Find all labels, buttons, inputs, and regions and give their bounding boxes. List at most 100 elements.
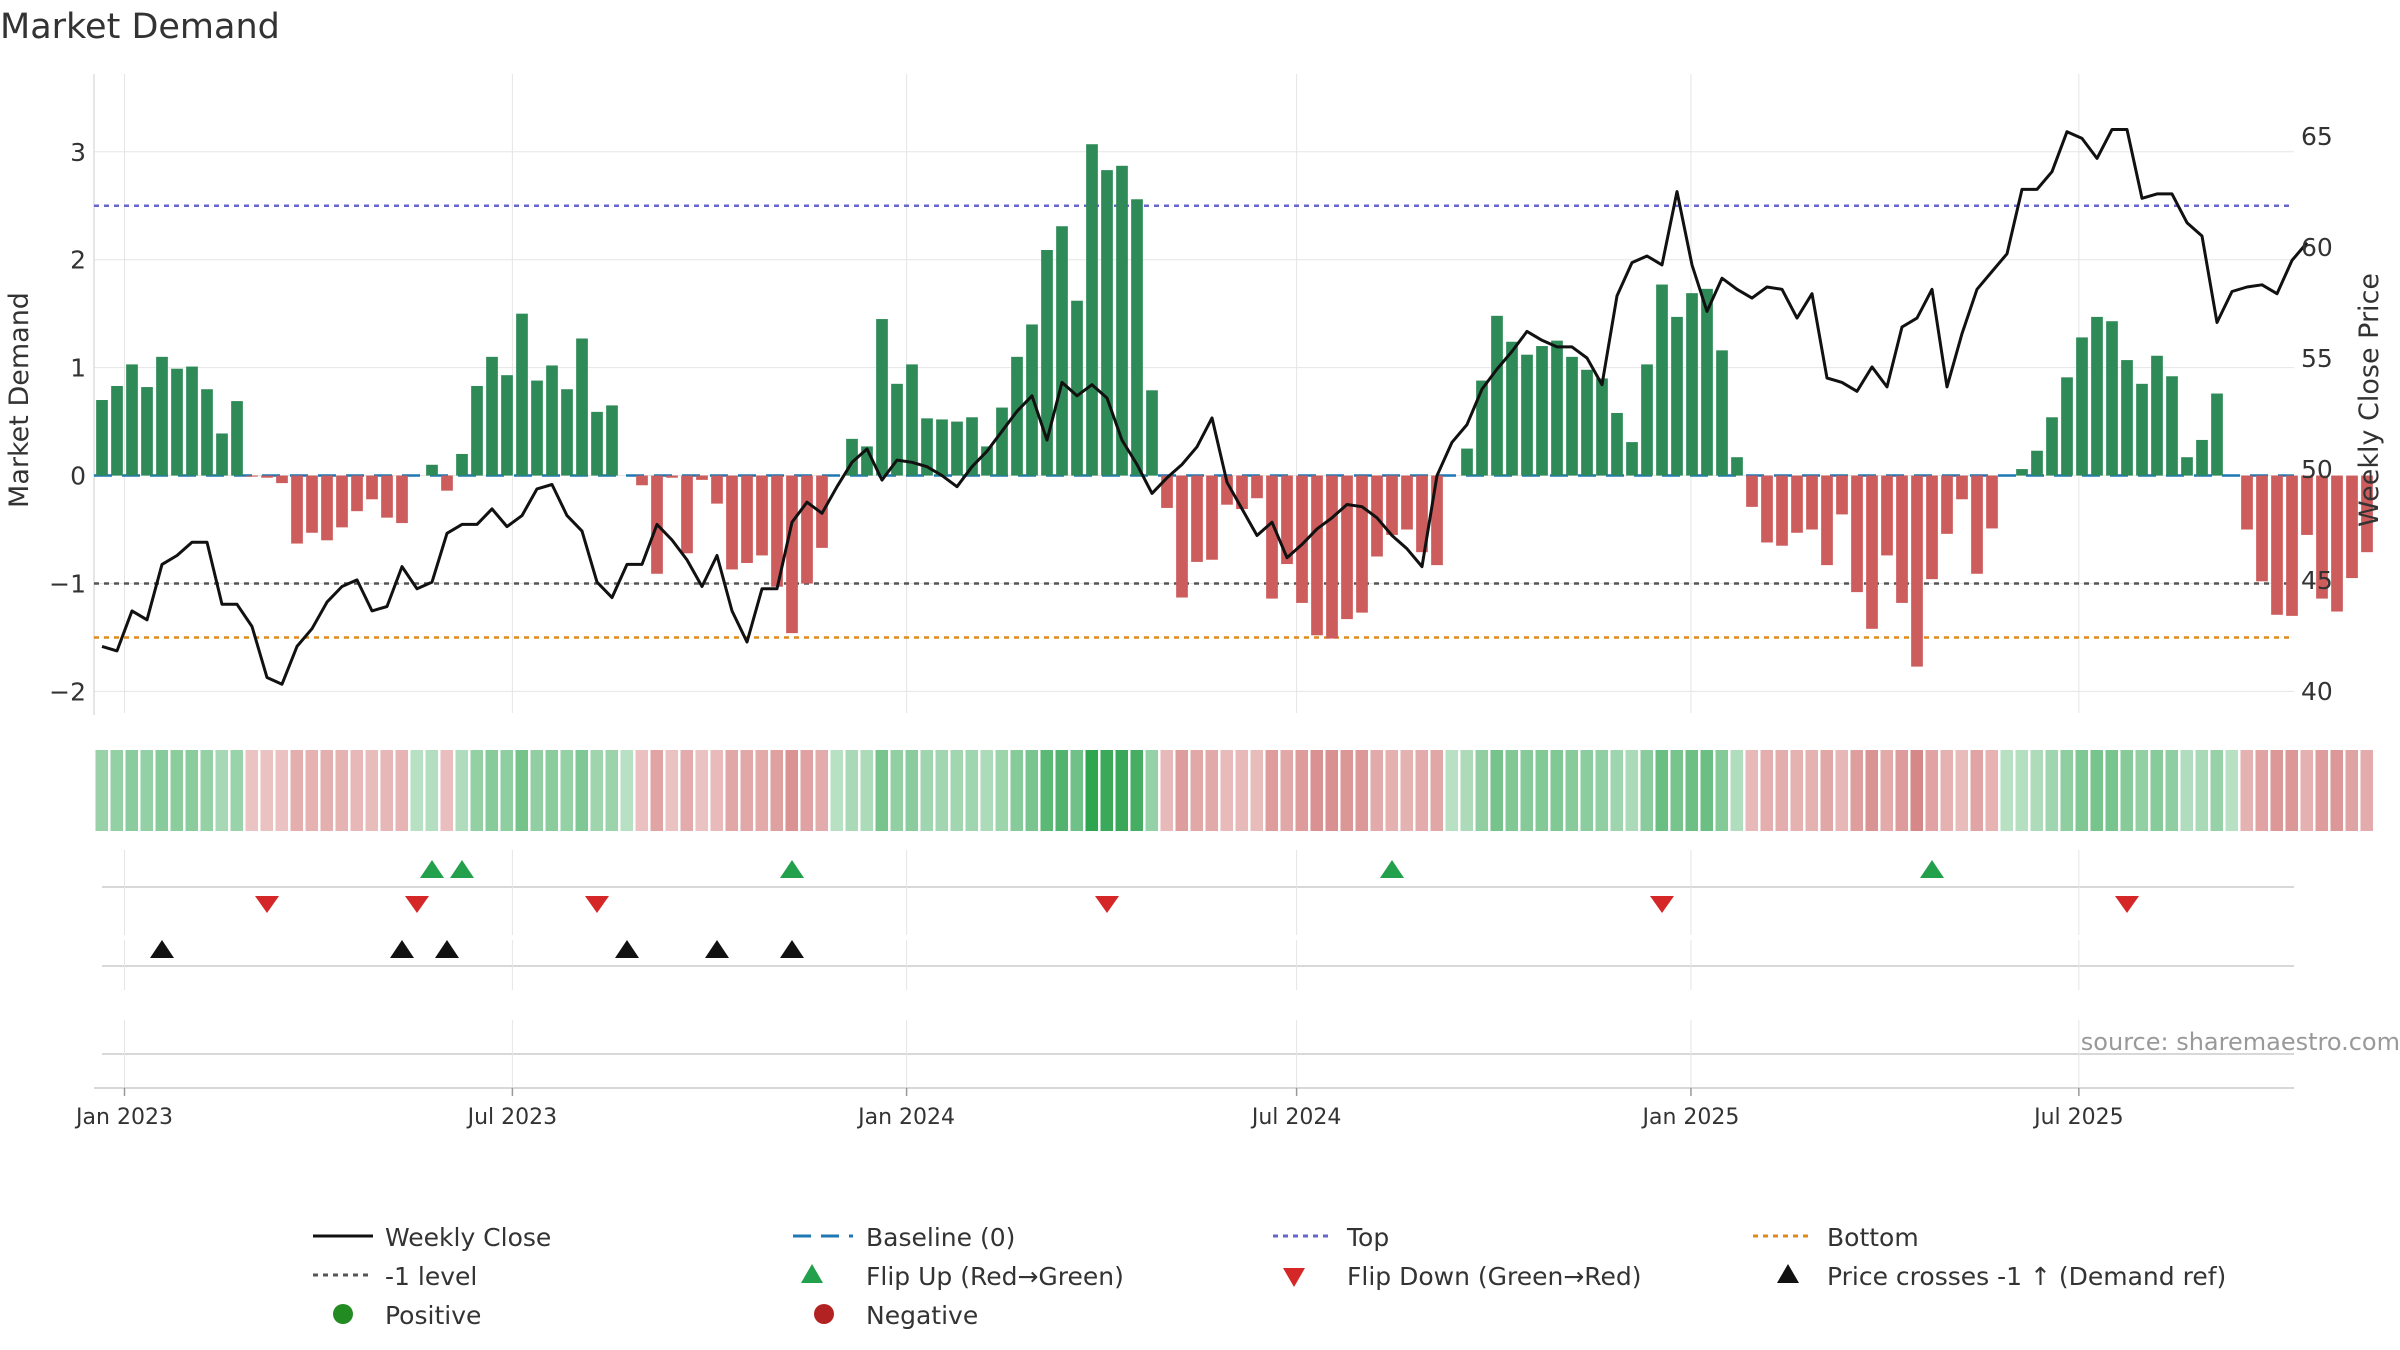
left-tick-label-3: 0 [70, 462, 86, 491]
strip-cell-45 [770, 750, 783, 831]
demand-bar-30 [546, 365, 558, 476]
demand-bar-120 [1896, 475, 1908, 603]
legend-label-negative: Negative [866, 1301, 978, 1330]
legend-item-price-cross: Price crosses -1 ↑ (Demand ref) [1777, 1262, 2226, 1291]
strip-cell-131 [2060, 750, 2073, 831]
demand-bar-110 [1746, 475, 1758, 507]
legend-label-weekly-close: Weekly Close [385, 1223, 551, 1252]
flip-up-marker-0 [420, 860, 444, 878]
strip-cell-76 [1235, 750, 1248, 831]
strip-cell-80 [1295, 750, 1308, 831]
demand-bar-147 [2301, 475, 2313, 535]
strip-cell-116 [1835, 750, 1848, 831]
strip-cell-75 [1220, 750, 1233, 831]
strip-cell-118 [1865, 750, 1878, 831]
demand-bar-105 [1671, 316, 1683, 476]
demand-bar-17 [351, 475, 363, 512]
price-cross-marker-0 [150, 940, 174, 958]
strip-cell-72 [1175, 750, 1188, 831]
strip-cell-25 [470, 750, 483, 831]
demand-bar-1 [111, 385, 123, 476]
demand-bar-64 [1056, 226, 1068, 476]
demand-bar-116 [1836, 475, 1848, 515]
demand-bar-139 [2181, 457, 2193, 476]
legend-item-top: Top [1273, 1223, 1389, 1252]
legend-label-minus1-level: -1 level [385, 1262, 477, 1291]
strip-cell-97 [1550, 750, 1563, 831]
strip-cell-109 [1730, 750, 1743, 831]
strip-cell-37 [650, 750, 663, 831]
left-y-axis-label: Market Demand [4, 292, 35, 508]
demand-bar-135 [2121, 360, 2133, 476]
demand-bar-95 [1521, 354, 1533, 476]
demand-bar-99 [1581, 369, 1593, 476]
demand-bar-130 [2046, 417, 2058, 476]
flip-down-icon [1283, 1268, 1305, 1287]
demand-bar-82 [1326, 475, 1338, 639]
strip-cell-47 [800, 750, 813, 831]
demand-bar-143 [2241, 475, 2253, 530]
strip-cell-86 [1385, 750, 1398, 831]
demand-bar-98 [1566, 356, 1578, 476]
strip-cell-108 [1715, 750, 1728, 831]
right-tick-label-3: 50 [2301, 455, 2333, 484]
demand-bar-16 [336, 475, 348, 528]
strip-cell-146 [2285, 750, 2298, 831]
demand-bar-33 [591, 411, 603, 476]
strip-cell-56 [935, 750, 948, 831]
strip-cell-93 [1490, 750, 1503, 831]
strip-cell-51 [860, 750, 873, 831]
strip-cell-124 [1955, 750, 1968, 831]
strip-cell-144 [2255, 750, 2268, 831]
demand-bar-122 [1926, 475, 1938, 580]
strip-cell-54 [905, 750, 918, 831]
x-tick-label-4: Jan 2025 [1640, 1105, 1739, 1130]
price-cross-marker-2 [435, 940, 459, 958]
left-y-axis: 3 2 1 0 −1 −2 [49, 138, 86, 707]
strip-cell-49 [830, 750, 843, 831]
strip-cell-137 [2150, 750, 2163, 831]
demand-bar-107 [1701, 288, 1713, 476]
demand-bar-36 [636, 475, 648, 486]
demand-bar-51 [861, 446, 873, 476]
demand-bar-71 [1161, 475, 1173, 508]
strip-cell-55 [920, 750, 933, 831]
demand-bar-3 [141, 387, 153, 476]
demand-bar-117 [1851, 475, 1863, 593]
demand-bar-138 [2166, 376, 2178, 476]
strip-cell-66 [1085, 750, 1098, 831]
demand-bar-34 [606, 405, 618, 476]
right-tick-label-2: 55 [2301, 344, 2333, 373]
demand-bar-39 [681, 475, 693, 554]
strip-cell-89 [1430, 750, 1443, 831]
strip-cell-71 [1160, 750, 1173, 831]
demand-bar-78 [1266, 475, 1278, 599]
strip-cell-139 [2180, 750, 2193, 831]
strip-cell-92 [1475, 750, 1488, 831]
strip-cell-53 [890, 750, 903, 831]
strip-cell-44 [755, 750, 768, 831]
demand-bar-149 [2331, 475, 2343, 612]
demand-bar-81 [1311, 475, 1323, 636]
demand-color-strip [95, 750, 2373, 831]
demand-bar-54 [906, 364, 918, 476]
reference-lines [94, 204, 2294, 639]
strip-cell-0 [95, 750, 108, 831]
strip-cell-115 [1820, 750, 1833, 831]
strip-cell-77 [1250, 750, 1263, 831]
demand-bar-133 [2091, 316, 2103, 476]
demand-bar-104 [1656, 284, 1668, 476]
strip-cell-106 [1685, 750, 1698, 831]
demand-bar-13 [291, 475, 303, 544]
left-tick-label-0: 3 [70, 138, 86, 167]
right-y-axis-label: Weekly Close Price [2354, 273, 2385, 527]
demand-bar-60 [996, 407, 1008, 476]
chart-title: Market Demand [0, 7, 280, 47]
demand-bar-44 [756, 475, 768, 556]
demand-bar-137 [2151, 355, 2163, 476]
strip-cell-32 [575, 750, 588, 831]
demand-bars [96, 144, 2373, 667]
strip-cell-34 [605, 750, 618, 831]
demand-bar-67 [1101, 170, 1113, 476]
legend-item-bottom: Bottom [1753, 1223, 1919, 1252]
